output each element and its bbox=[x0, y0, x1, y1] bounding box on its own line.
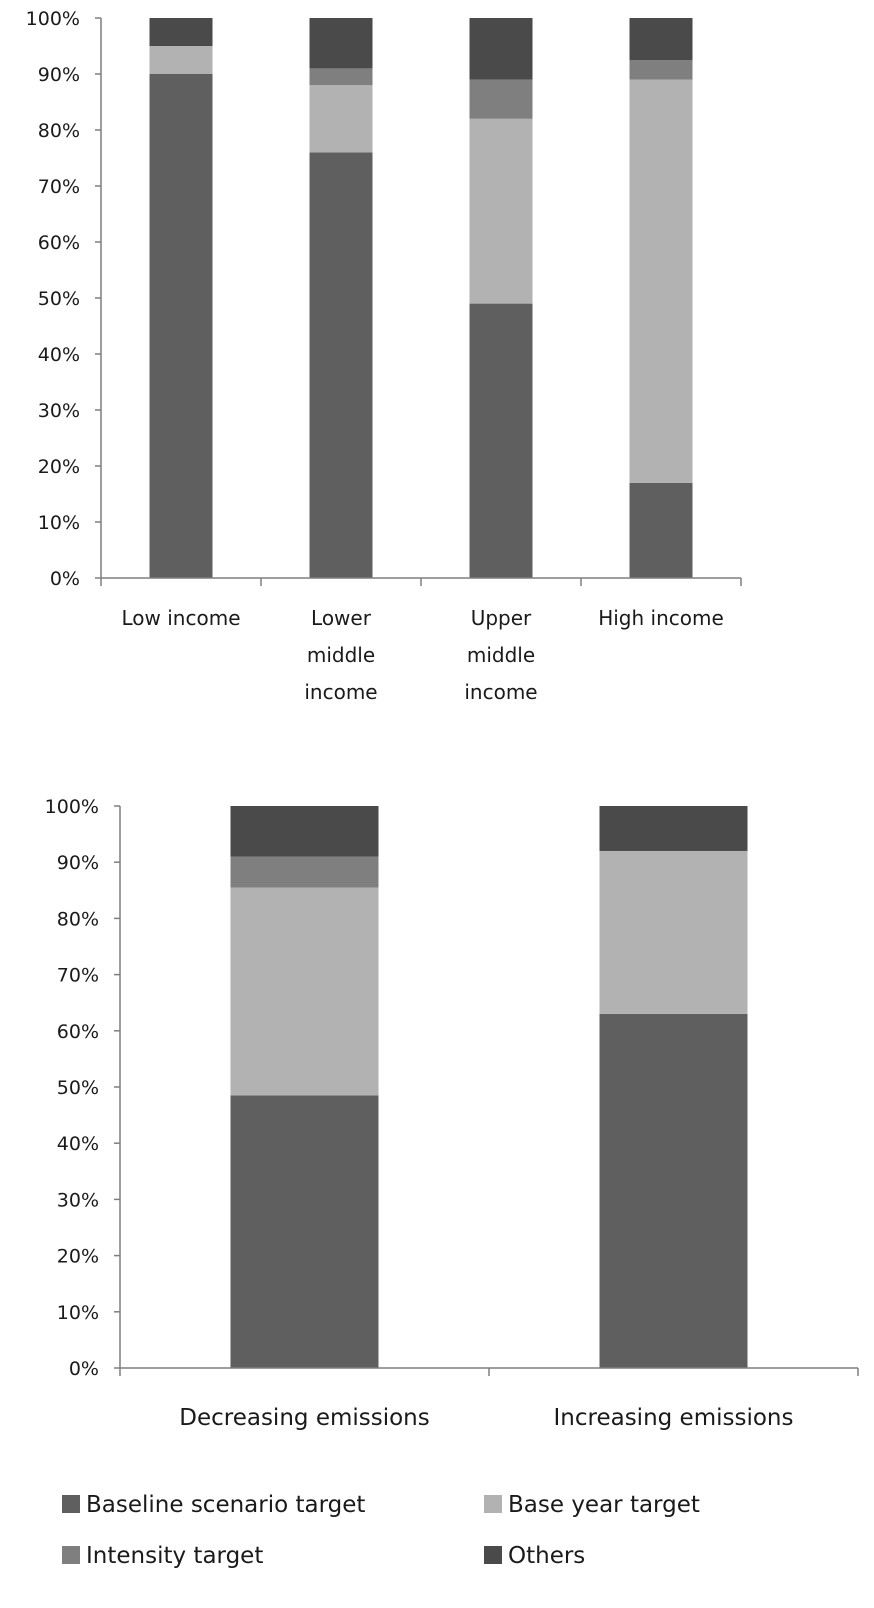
bar-segment-others bbox=[309, 18, 373, 69]
bar-segment-others bbox=[629, 18, 693, 60]
y-tick-label: 10% bbox=[57, 1302, 99, 1324]
bar-segment-baseline-scenario-target bbox=[599, 1013, 748, 1368]
bar-segment-intensity-target bbox=[230, 856, 379, 888]
bar-segment-others bbox=[599, 806, 748, 851]
legend-label: Base year target bbox=[508, 1492, 700, 1518]
y-tick-label: 20% bbox=[57, 1246, 99, 1268]
y-tick-label: 10% bbox=[38, 512, 80, 534]
x-category-label: Lower middle income bbox=[304, 606, 377, 704]
legend-item-base-year-target: Base year target bbox=[484, 1492, 700, 1518]
bar-segment-base-year-target bbox=[230, 887, 379, 1096]
y-tick-label: 60% bbox=[38, 232, 80, 254]
legend-swatch bbox=[484, 1495, 502, 1513]
y-tick-label: 0% bbox=[50, 568, 80, 590]
legend-swatch bbox=[62, 1495, 80, 1513]
bar-segment-baseline-scenario-target bbox=[309, 152, 373, 578]
y-tick-label: 90% bbox=[57, 852, 99, 874]
bar-segment-base-year-target bbox=[309, 85, 373, 153]
bar-segment-others bbox=[469, 18, 533, 80]
emissions-trend-chart: 0% 10% 20% 30% 40% 50% 60% 70% 80% 90% 100% Decreas… bbox=[45, 796, 859, 1431]
bar-segment-base-year-target bbox=[629, 79, 693, 483]
legend-item-baseline-scenario-target: Baseline scenario target bbox=[62, 1492, 365, 1518]
bar-segment-others bbox=[230, 806, 379, 857]
x-category-label: Upper middle income bbox=[464, 606, 537, 704]
x-category-label: High income bbox=[598, 606, 724, 630]
x-category-label: Decreasing emissions bbox=[179, 1405, 430, 1431]
y-tick-label: 80% bbox=[38, 120, 80, 142]
legend-label: Intensity target bbox=[86, 1543, 263, 1569]
x-category-label: Increasing emissions bbox=[554, 1405, 794, 1431]
y-tick-label: 60% bbox=[57, 1021, 99, 1043]
y-tick-label: 20% bbox=[38, 456, 80, 478]
y-tick-label: 70% bbox=[57, 965, 99, 987]
bar-segment-base-year-target bbox=[469, 118, 533, 304]
legend-label: Baseline scenario target bbox=[86, 1492, 365, 1518]
legend-swatch bbox=[62, 1546, 80, 1564]
y-tick-label: 0% bbox=[69, 1358, 99, 1380]
bar-segment-intensity-target bbox=[309, 68, 373, 86]
legend-item-intensity-target: Intensity target bbox=[62, 1543, 263, 1569]
legend-item-others: Others bbox=[484, 1543, 585, 1569]
bar-segment-baseline-scenario-target bbox=[629, 482, 693, 578]
y-tick-label: 70% bbox=[38, 176, 80, 198]
bar-segment-baseline-scenario-target bbox=[230, 1095, 379, 1368]
y-tick-label: 100% bbox=[45, 796, 99, 818]
bar-segment-baseline-scenario-target bbox=[149, 74, 213, 578]
y-tick-label: 40% bbox=[38, 344, 80, 366]
bar-segment-baseline-scenario-target bbox=[469, 303, 533, 578]
y-tick-label: 30% bbox=[57, 1189, 99, 1211]
y-tick-label: 80% bbox=[57, 908, 99, 930]
bar-segment-intensity-target bbox=[469, 79, 533, 119]
y-tick-label: 90% bbox=[38, 64, 80, 86]
x-category-label: Low income bbox=[122, 606, 241, 630]
bar-segment-intensity-target bbox=[629, 60, 693, 80]
bar-segment-others bbox=[149, 18, 213, 46]
y-tick-label: 50% bbox=[57, 1077, 99, 1099]
chart-legend: Baseline scenario target Base year target… bbox=[62, 1492, 700, 1569]
y-tick-label: 50% bbox=[38, 288, 80, 310]
income-group-chart: 0% 10% 20% 30% 40% 50% 60% 70% 80% 90% 100% Low inc… bbox=[26, 8, 742, 704]
legend-label: Others bbox=[508, 1543, 585, 1569]
y-tick-label: 40% bbox=[57, 1133, 99, 1155]
y-tick-label: 100% bbox=[26, 8, 80, 30]
legend-swatch bbox=[484, 1546, 502, 1564]
bar-segment-base-year-target bbox=[149, 46, 213, 74]
y-tick-label: 30% bbox=[38, 400, 80, 422]
bar-segment-base-year-target bbox=[599, 850, 748, 1014]
